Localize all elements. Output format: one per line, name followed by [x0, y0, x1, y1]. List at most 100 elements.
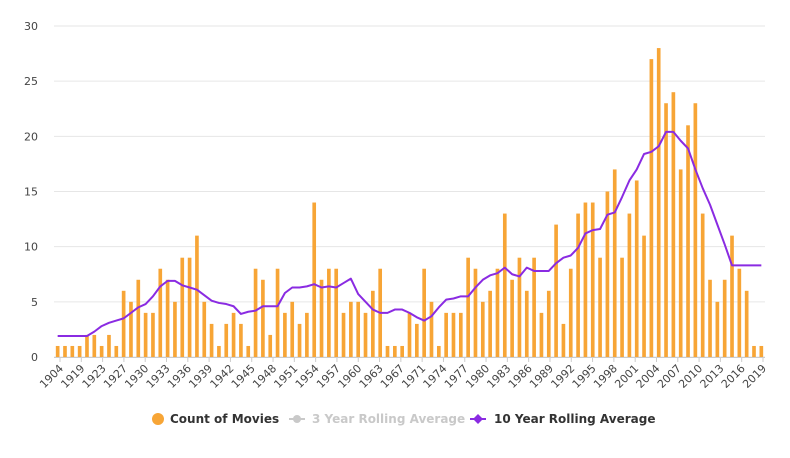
- bar-1999[interactable]: [620, 257, 624, 357]
- bar-1945[interactable]: [231, 312, 236, 357]
- bar-1977[interactable]: [458, 312, 463, 357]
- bar-1982[interactable]: [495, 268, 500, 357]
- bar-1973[interactable]: [429, 301, 434, 357]
- bar-1942[interactable]: [209, 323, 214, 357]
- bar-1981[interactable]: [488, 290, 492, 357]
- bar-1926[interactable]: [114, 345, 119, 357]
- bar-2003[interactable]: [649, 59, 654, 357]
- bar-1951[interactable]: [275, 268, 280, 357]
- bar-1984[interactable]: [510, 279, 514, 357]
- bar-1958[interactable]: [327, 268, 331, 357]
- bar-1944[interactable]: [224, 323, 229, 357]
- bar-2008[interactable]: [686, 125, 690, 357]
- bar-1930[interactable]: [121, 290, 126, 357]
- bar-1993[interactable]: [576, 213, 580, 357]
- bar-1997[interactable]: [605, 191, 610, 358]
- bar-2005[interactable]: [664, 103, 668, 357]
- bar-1970[interactable]: [407, 312, 412, 357]
- bar-1967[interactable]: [393, 345, 397, 357]
- bar-1956[interactable]: [312, 202, 317, 357]
- bar-1957[interactable]: [319, 279, 324, 357]
- bar-1938[interactable]: [180, 257, 185, 357]
- bar-2006[interactable]: [671, 92, 676, 357]
- bar-1939[interactable]: [187, 257, 192, 357]
- bar-1961[interactable]: [349, 301, 353, 357]
- legend-item-3-year-rolling-average[interactable]: 3 Year Rolling Average: [289, 412, 465, 426]
- bar-1934[interactable]: [151, 312, 155, 357]
- bar-1990[interactable]: [554, 224, 558, 357]
- bar-2015[interactable]: [737, 268, 742, 357]
- bar-1992[interactable]: [568, 268, 573, 357]
- bar-1994[interactable]: [583, 202, 588, 357]
- bar-1991[interactable]: [561, 323, 566, 357]
- bar-1980[interactable]: [480, 301, 485, 357]
- bar-1904[interactable]: [55, 345, 60, 357]
- bar-2002[interactable]: [642, 235, 646, 357]
- bar-2018[interactable]: [759, 345, 764, 357]
- bar-1968[interactable]: [400, 345, 404, 357]
- bar-1931[interactable]: [129, 301, 133, 357]
- bar-2010[interactable]: [700, 213, 705, 357]
- bar-1949[interactable]: [261, 279, 265, 357]
- legend-item-count-of-movies[interactable]: Count of Movies: [152, 412, 279, 426]
- bar-1998[interactable]: [612, 169, 617, 357]
- bar-1966[interactable]: [385, 345, 390, 357]
- bar-1952[interactable]: [283, 312, 287, 357]
- bar-1921[interactable]: [77, 345, 82, 357]
- bar-1920[interactable]: [70, 345, 75, 357]
- bar-1932[interactable]: [136, 279, 141, 357]
- bar-1988[interactable]: [539, 312, 544, 357]
- bar-1986[interactable]: [524, 290, 529, 357]
- bar-1983[interactable]: [502, 213, 507, 357]
- series-line-10-year-rolling-average[interactable]: [57, 130, 762, 338]
- bar-1960[interactable]: [341, 312, 346, 357]
- bar-2017[interactable]: [752, 345, 756, 357]
- bar-1953[interactable]: [290, 301, 295, 357]
- bar-1989[interactable]: [546, 290, 551, 357]
- bar-1996[interactable]: [598, 257, 602, 357]
- bar-1948[interactable]: [253, 268, 258, 357]
- bar-1976[interactable]: [451, 312, 456, 357]
- bar-1975[interactable]: [444, 312, 448, 357]
- bar-1943[interactable]: [217, 345, 221, 357]
- bar-2001[interactable]: [634, 180, 639, 357]
- bar-1962[interactable]: [356, 301, 361, 357]
- bar-2011[interactable]: [708, 279, 712, 357]
- bar-1923[interactable]: [92, 334, 97, 357]
- bar-1936[interactable]: [165, 279, 170, 357]
- bar-2007[interactable]: [678, 169, 683, 357]
- bar-2009[interactable]: [693, 103, 698, 357]
- bar-1933[interactable]: [143, 312, 148, 357]
- bar-1924[interactable]: [99, 345, 104, 357]
- bar-1947[interactable]: [246, 345, 251, 357]
- bar-2013[interactable]: [722, 279, 727, 357]
- bar-2016[interactable]: [744, 290, 749, 357]
- bar-2004[interactable]: [656, 48, 661, 357]
- bar-1995[interactable]: [590, 202, 595, 357]
- bar-1955[interactable]: [305, 312, 309, 357]
- bar-1963[interactable]: [363, 312, 368, 357]
- bar-1987[interactable]: [532, 257, 536, 357]
- bar-1925[interactable]: [107, 334, 111, 357]
- bar-1937[interactable]: [173, 301, 177, 357]
- bar-2012[interactable]: [715, 301, 720, 357]
- bar-1985[interactable]: [517, 257, 522, 357]
- bar-1978[interactable]: [466, 257, 470, 357]
- bar-1950[interactable]: [268, 334, 273, 357]
- bar-1972[interactable]: [422, 268, 426, 357]
- bar-1959[interactable]: [334, 268, 339, 357]
- bar-1919[interactable]: [63, 345, 67, 357]
- bar-1974[interactable]: [436, 345, 441, 357]
- bar-1964[interactable]: [371, 290, 375, 357]
- bar-1954[interactable]: [297, 323, 302, 357]
- bar-1922[interactable]: [85, 334, 89, 357]
- bar-2000[interactable]: [627, 213, 632, 357]
- bar-1935[interactable]: [158, 268, 163, 357]
- legend-item-10-year-rolling-average[interactable]: 10 Year Rolling Average: [470, 412, 656, 426]
- bar-1946[interactable]: [239, 323, 243, 357]
- bar-1940[interactable]: [195, 235, 199, 357]
- bar-1979[interactable]: [473, 268, 478, 357]
- bar-1971[interactable]: [415, 323, 419, 357]
- bar-2014[interactable]: [730, 235, 734, 357]
- bar-1941[interactable]: [202, 301, 207, 357]
